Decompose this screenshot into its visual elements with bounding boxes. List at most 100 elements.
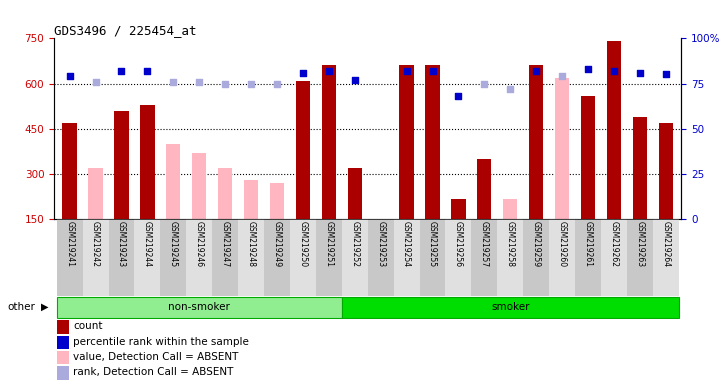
Point xyxy=(297,70,309,76)
Text: GSM219246: GSM219246 xyxy=(195,221,204,267)
Bar xyxy=(477,159,492,219)
Point xyxy=(557,73,568,79)
Text: non-smoker: non-smoker xyxy=(168,302,230,312)
Point xyxy=(219,81,231,87)
Text: percentile rank within the sample: percentile rank within the sample xyxy=(73,337,249,347)
Bar xyxy=(192,153,206,219)
Bar xyxy=(83,219,108,296)
Text: GSM219255: GSM219255 xyxy=(428,221,437,267)
Bar xyxy=(290,219,316,296)
Text: GSM219263: GSM219263 xyxy=(635,221,645,267)
Bar xyxy=(57,320,68,334)
Point xyxy=(583,66,594,72)
Bar xyxy=(57,297,342,318)
Text: GSM219242: GSM219242 xyxy=(91,221,100,267)
Text: GSM219264: GSM219264 xyxy=(661,221,671,267)
Bar xyxy=(575,219,601,296)
Bar xyxy=(420,219,446,296)
Point xyxy=(64,73,76,79)
Text: GSM219262: GSM219262 xyxy=(609,221,619,267)
Text: GSM219247: GSM219247 xyxy=(221,221,230,267)
Text: value, Detection Call = ABSENT: value, Detection Call = ABSENT xyxy=(73,352,238,362)
Bar xyxy=(134,219,160,296)
Text: GSM219257: GSM219257 xyxy=(480,221,489,267)
Bar xyxy=(549,219,575,296)
Text: GSM219251: GSM219251 xyxy=(324,221,333,267)
Bar xyxy=(322,65,336,219)
Bar xyxy=(451,199,466,219)
Text: GSM219250: GSM219250 xyxy=(298,221,307,267)
Bar xyxy=(89,168,102,219)
Bar xyxy=(141,104,154,219)
Bar xyxy=(497,219,523,296)
Text: GSM219256: GSM219256 xyxy=(454,221,463,267)
Text: ▶: ▶ xyxy=(41,302,48,312)
Text: smoker: smoker xyxy=(491,302,529,312)
Bar xyxy=(296,81,310,219)
Bar xyxy=(555,78,570,219)
Bar xyxy=(446,219,472,296)
Bar xyxy=(472,219,497,296)
Text: other: other xyxy=(7,302,35,312)
Point xyxy=(505,86,516,92)
Point xyxy=(115,68,127,74)
Bar xyxy=(503,199,518,219)
Bar xyxy=(633,117,647,219)
Bar xyxy=(348,168,362,219)
Bar xyxy=(218,168,232,219)
Point xyxy=(323,68,335,74)
Bar xyxy=(57,366,68,380)
Bar xyxy=(627,219,653,296)
Text: GSM219259: GSM219259 xyxy=(531,221,541,267)
Text: rank, Detection Call = ABSENT: rank, Detection Call = ABSENT xyxy=(73,367,234,377)
Point xyxy=(401,68,412,74)
Point xyxy=(349,77,360,83)
Bar xyxy=(57,336,68,349)
Bar xyxy=(57,351,68,364)
Bar xyxy=(653,219,678,296)
Bar xyxy=(607,41,621,219)
Text: GSM219248: GSM219248 xyxy=(247,221,255,267)
Point xyxy=(531,68,542,74)
Bar xyxy=(212,219,238,296)
Point xyxy=(271,81,283,87)
Text: GSM219252: GSM219252 xyxy=(350,221,359,267)
Bar xyxy=(659,122,673,219)
Bar xyxy=(244,180,258,219)
Bar xyxy=(186,219,212,296)
Point xyxy=(193,79,205,85)
Bar xyxy=(238,219,264,296)
Text: GSM219258: GSM219258 xyxy=(505,221,515,267)
Point xyxy=(167,79,179,85)
Point xyxy=(660,71,671,78)
Bar xyxy=(601,219,627,296)
Point xyxy=(245,81,257,87)
Bar xyxy=(399,65,414,219)
Bar xyxy=(316,219,342,296)
Text: GSM219245: GSM219245 xyxy=(169,221,178,267)
Text: GSM219260: GSM219260 xyxy=(557,221,567,267)
Text: GSM219253: GSM219253 xyxy=(376,221,385,267)
Text: GSM219249: GSM219249 xyxy=(273,221,281,267)
Bar xyxy=(57,219,83,296)
Bar xyxy=(264,219,290,296)
Text: GSM219244: GSM219244 xyxy=(143,221,152,267)
Point xyxy=(453,93,464,99)
Point xyxy=(634,70,645,76)
Text: GSM219241: GSM219241 xyxy=(65,221,74,267)
Text: GSM219254: GSM219254 xyxy=(402,221,411,267)
Bar xyxy=(63,122,76,219)
Bar xyxy=(581,96,595,219)
Point xyxy=(609,68,620,74)
Point xyxy=(141,68,153,74)
Bar xyxy=(394,219,420,296)
Bar xyxy=(166,144,180,219)
Text: count: count xyxy=(73,321,102,331)
Point xyxy=(479,81,490,87)
Bar xyxy=(368,219,394,296)
Point xyxy=(427,68,438,74)
Bar xyxy=(108,219,134,296)
Bar xyxy=(115,111,128,219)
Bar xyxy=(425,65,440,219)
Bar xyxy=(270,183,284,219)
